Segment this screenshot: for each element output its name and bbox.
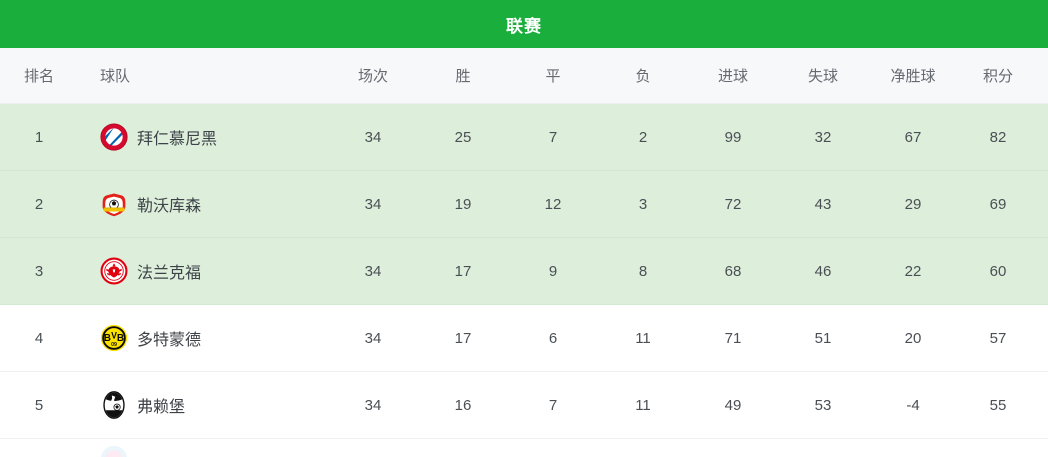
cell-rank: 4 <box>34 329 44 347</box>
standings-table: 排名 球队 场次 胜 平 负 进球 失球 净胜球 积分 1 <box>0 48 1048 457</box>
cell-drawn: 7 <box>548 128 558 146</box>
cell-goals-against: 43 <box>814 195 832 213</box>
svg-text:B: B <box>117 333 124 344</box>
cell-won: 17 <box>454 262 472 280</box>
page-title: 联赛 <box>506 16 542 36</box>
cell-played: 34 <box>364 329 382 347</box>
cell-won: 16 <box>454 396 472 414</box>
cell-points: 55 <box>989 396 1007 414</box>
column-header-played: 场次 <box>357 68 388 85</box>
cell-rank: 5 <box>34 396 44 414</box>
column-header-goal-diff: 净胜球 <box>890 68 936 85</box>
cell-won: 17 <box>454 329 472 347</box>
team-name: 多特蒙德 <box>137 332 202 349</box>
table-row[interactable]: 1 <box>0 104 1048 171</box>
team-name: 勒沃库森 <box>137 198 202 215</box>
cell-goals-against: 46 <box>814 262 832 280</box>
cell-goals-against: 53 <box>814 396 832 414</box>
cell-lost: 11 <box>635 329 651 347</box>
cell-played: 34 <box>364 396 382 414</box>
column-header-lost: 负 <box>635 68 651 85</box>
cell-team: 弗赖堡 <box>78 391 328 419</box>
cell-goals-against: 51 <box>814 329 832 347</box>
table-row[interactable]: 3 <box>0 238 1048 305</box>
cell-team: B B V 09 多特蒙德 <box>78 324 328 352</box>
eintracht-frankfurt-crest <box>100 257 128 285</box>
table-row[interactable]: 2 勒沃库森 34 19 12 3 72 4 <box>0 171 1048 238</box>
cell-won: 25 <box>454 128 472 146</box>
column-header-rank: 排名 <box>23 68 54 85</box>
cell-points: 60 <box>989 262 1007 280</box>
cell-rank: 1 <box>34 128 44 146</box>
cell-lost: 8 <box>638 262 648 280</box>
cell-lost: 2 <box>638 128 648 146</box>
table-row[interactable]: 5 弗赖堡 <box>0 372 1048 439</box>
cell-goal-diff: 29 <box>904 195 922 213</box>
bayer-leverkusen-crest <box>102 193 126 217</box>
cell-played: 34 <box>364 128 382 146</box>
cell-points: 69 <box>989 195 1007 213</box>
cell-drawn: 7 <box>548 396 558 414</box>
cell-team-partial <box>78 439 328 457</box>
cell-drawn: 12 <box>544 195 562 213</box>
cell-played: 34 <box>364 262 382 280</box>
cell-goal-diff: -4 <box>906 396 920 414</box>
column-header-won: 胜 <box>455 68 471 85</box>
borussia-dortmund-crest: B B V 09 <box>100 324 128 352</box>
team-name: 拜仁慕尼黑 <box>137 131 218 148</box>
cell-goals-for: 68 <box>724 262 742 280</box>
svg-text:09: 09 <box>111 342 117 348</box>
cell-points: 57 <box>989 329 1007 347</box>
column-header-team: 球队 <box>100 68 131 85</box>
cell-goals-against: 32 <box>814 128 832 146</box>
cell-drawn: 6 <box>548 329 558 347</box>
column-header-drawn: 平 <box>545 68 561 85</box>
next-team-crest <box>100 445 128 457</box>
cell-goals-for: 72 <box>724 195 742 213</box>
cell-won: 19 <box>454 195 472 213</box>
cell-rank: 2 <box>34 195 44 213</box>
svg-text:B: B <box>104 333 111 344</box>
table-header-row: 排名 球队 场次 胜 平 负 进球 失球 净胜球 积分 <box>0 48 1048 104</box>
cell-team: 勒沃库森 <box>78 190 328 218</box>
cell-goals-for: 99 <box>724 128 742 146</box>
cell-lost: 11 <box>635 396 651 414</box>
cell-lost: 3 <box>638 195 648 213</box>
widget-title-bar: 联赛 <box>0 0 1048 48</box>
cell-rank: 3 <box>34 262 44 280</box>
cell-points: 82 <box>989 128 1007 146</box>
cell-team: 法兰克福 <box>78 257 328 285</box>
cell-goal-diff: 67 <box>904 128 922 146</box>
table-row[interactable]: 4 B B V 09 多特蒙德 34 17 6 11 71 <box>0 305 1048 372</box>
table-row-partial[interactable] <box>0 439 1048 457</box>
team-name: 法兰克福 <box>137 265 202 282</box>
cell-goal-diff: 20 <box>904 329 922 347</box>
svg-text:V: V <box>111 330 117 340</box>
sc-freiburg-crest <box>103 391 125 419</box>
team-name: 弗赖堡 <box>137 399 186 416</box>
cell-goal-diff: 22 <box>904 262 922 280</box>
cell-goals-for: 71 <box>724 329 742 347</box>
cell-goals-for: 49 <box>724 396 742 414</box>
column-header-goals-against: 失球 <box>807 68 838 85</box>
column-header-goals-for: 进球 <box>717 68 748 85</box>
cell-played: 34 <box>364 195 382 213</box>
column-header-points: 积分 <box>982 68 1013 85</box>
bayern-munich-crest <box>100 123 128 151</box>
cell-drawn: 9 <box>548 262 558 280</box>
cell-team: 拜仁慕尼黑 <box>78 123 328 151</box>
